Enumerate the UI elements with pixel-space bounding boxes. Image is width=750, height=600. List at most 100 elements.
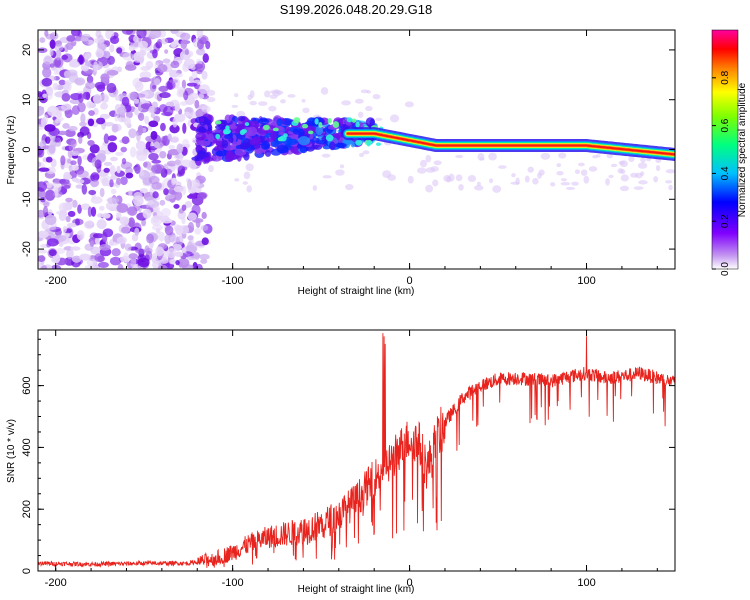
- spectrogram-line-band: [346, 132, 675, 156]
- spectrogram-noise-blob: [95, 48, 105, 59]
- spectrogram-faint-blob: [320, 87, 329, 95]
- spectrogram-highlight-blob: [366, 140, 372, 147]
- spectrogram-noise-blob: [46, 225, 57, 231]
- spectrogram-emerging-blob: [292, 128, 299, 135]
- spectrogram-noise-blob: [183, 90, 189, 101]
- spectrogram-noise-blob: [88, 189, 97, 196]
- spectrogram-emerging-blob: [195, 132, 206, 141]
- spectrogram-noise-blob: [163, 188, 169, 196]
- spectrogram-highlight-blob: [302, 123, 309, 129]
- spectrogram-noise-blob: [124, 243, 132, 252]
- spectrogram-y-tick-label: -20: [21, 241, 33, 257]
- spectrogram-noise-blob: [202, 53, 209, 63]
- spectrogram-noise-blob: [116, 165, 121, 174]
- spectrogram-noise-blob: [181, 204, 187, 211]
- spectrogram-faint-blob: [425, 154, 432, 163]
- spectrogram-noise-blob: [70, 160, 77, 166]
- spectrogram-emerging-blob: [322, 145, 331, 150]
- spectrogram-noise-blob: [173, 204, 180, 209]
- spectrogram-noise-blob: [64, 231, 70, 238]
- spectrogram-noise-blob: [170, 60, 180, 69]
- spectrogram-x-axis: -200 -100 0 100: [45, 30, 658, 287]
- spectrogram-noise-blob: [201, 211, 207, 220]
- spectrogram-noise-blob: [49, 48, 54, 57]
- spectrogram-noise-blob: [155, 246, 164, 257]
- spectrogram-faint-blob: [498, 165, 507, 169]
- spectrogram-faint-blob: [339, 164, 345, 169]
- spectrogram-faint-blob: [619, 169, 626, 175]
- spectrogram-noise-blob: [38, 181, 47, 192]
- spectrogram-emerging-blob: [234, 148, 247, 156]
- spectrogram-highlight-blob: [318, 121, 323, 128]
- spectrogram-noise-blob: [66, 222, 78, 228]
- spectrogram-noise-blob: [139, 71, 152, 79]
- spectrogram-y-tick-label: 0: [21, 146, 33, 152]
- spectrogram-noise-blob: [46, 238, 59, 247]
- spectrogram-emerging-blob: [365, 117, 376, 127]
- spectrogram-noise-blob: [63, 70, 72, 79]
- spectrogram-noise-blob: [134, 81, 144, 92]
- spectrogram-noise-blob: [116, 236, 127, 244]
- spectrogram-noise-blob: [68, 165, 73, 173]
- spectrogram-noise-blob: [175, 259, 180, 266]
- spectrogram-faint-blob: [653, 176, 659, 183]
- spectrogram-noise-blob: [184, 111, 191, 117]
- spectrogram-faint-blob: [605, 178, 610, 186]
- spectrogram-noise-blob: [133, 35, 139, 43]
- snr-series-line: [38, 333, 675, 568]
- spectrogram-faint-blob: [578, 162, 585, 167]
- snr-x-tick-label: 100: [577, 577, 595, 589]
- spectrogram-noise-blob: [90, 206, 97, 217]
- spectrogram-faint-blob: [372, 94, 381, 100]
- spectrogram-noise-blob: [38, 190, 47, 199]
- spectrogram-noise-blob: [168, 144, 176, 150]
- spectrogram-faint-blob: [560, 178, 567, 182]
- spectrogram-noise-blob: [61, 92, 71, 102]
- spectrogram-faint-blob: [668, 184, 673, 191]
- spectrogram-noise-blob: [170, 234, 181, 245]
- spectrogram-highlight-blob: [223, 128, 231, 135]
- spectrogram-noise-blob: [174, 113, 186, 123]
- spectrogram-noise-blob: [97, 149, 106, 157]
- spectrogram-emerging-blob: [198, 125, 205, 131]
- spectrogram-noise-blob: [47, 105, 59, 117]
- spectrogram-noise-blob: [96, 219, 107, 230]
- spectrogram-noise-blob: [191, 204, 201, 216]
- spectrogram-noise-blob: [187, 235, 194, 241]
- spectrogram-noise-blob: [170, 136, 179, 143]
- spectrogram-emerging-blob: [197, 151, 210, 159]
- spectrogram-noise-blob: [159, 150, 167, 159]
- spectrogram-noise-blob: [136, 30, 147, 39]
- spectrogram-noise-blob: [78, 136, 83, 144]
- spectrogram-faint-blob: [619, 160, 628, 168]
- spectrogram-noise-blob: [109, 179, 114, 188]
- spectrogram-noise-blob: [45, 33, 56, 40]
- spectrogram-faint-blob: [515, 177, 520, 186]
- spectrogram-noise-blob: [167, 247, 176, 259]
- spectrogram-faint-blob: [619, 185, 629, 192]
- spectrogram-noise-blob: [106, 82, 117, 94]
- spectrogram-noise-blob: [152, 205, 161, 213]
- spectrogram-noise-blob: [121, 30, 134, 35]
- spectrogram-noise-blob: [191, 70, 198, 79]
- spectrogram-faint-blob: [302, 107, 310, 114]
- spectrogram-noise-blob: [43, 201, 50, 208]
- spectrogram-noise-blob: [102, 228, 114, 238]
- spectrogram-noise-blob: [187, 221, 195, 233]
- spectrogram-noise-blob: [133, 98, 140, 104]
- spectrogram-faint-blob: [359, 152, 365, 158]
- spectrogram-noise-blob: [135, 140, 146, 151]
- spectrogram-noise-blob: [187, 212, 197, 221]
- spectrogram-noise-blob: [66, 158, 72, 164]
- spectrogram-noise-blob: [115, 151, 124, 156]
- spectrogram-emerging-blob: [214, 145, 225, 151]
- spectrogram-noise-blob: [81, 184, 88, 195]
- spectrogram-noise-blob: [130, 256, 137, 268]
- spectrogram-emerging-blob: [258, 118, 270, 125]
- snr-y-tick-label: 200: [21, 500, 33, 518]
- spectrogram-faint-blob: [620, 174, 629, 182]
- spectrogram-noise-blob: [86, 220, 94, 226]
- spectrogram-faint-blob: [540, 152, 551, 160]
- spectrogram-noise-blob: [196, 193, 207, 200]
- spectrogram-noise-blob: [158, 85, 169, 93]
